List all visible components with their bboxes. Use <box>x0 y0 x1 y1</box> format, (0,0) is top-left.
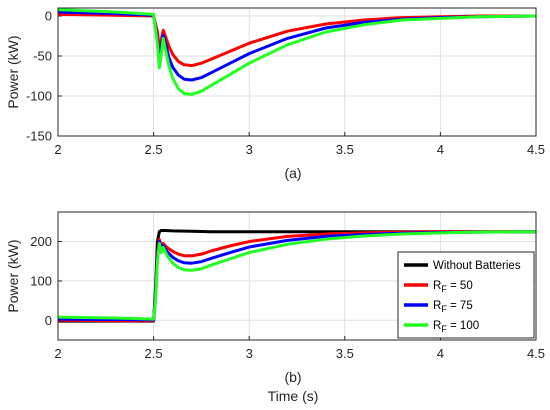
legend-symbol: R <box>433 320 441 332</box>
panel-b-y-tick-label: 0 <box>45 313 52 328</box>
panel-a-series-line-2 <box>58 8 536 96</box>
panel-a-y-tick-label: -150 <box>26 129 52 144</box>
panel-b-x-tick-label: 4.5 <box>527 346 545 361</box>
panel-a-x-tick-label: 2 <box>54 142 61 157</box>
panel-a-x-tick-label: 2.5 <box>145 142 163 157</box>
panel-a-x-tick-label: 4.5 <box>527 142 545 157</box>
panel-b-series-line-3 <box>58 230 536 321</box>
panel-b-legend-label-1: RF = 50 <box>433 280 473 294</box>
panel-b-y-axis-label: Power (kW) <box>5 239 21 312</box>
panel-a-y-tick-label: 0 <box>45 9 52 24</box>
panel-b-x-tick-label: 2.5 <box>145 346 163 361</box>
panel-b-x-tick-label: 4 <box>437 346 444 361</box>
panel-b-legend-label-2: RF = 75 <box>433 300 473 314</box>
legend-value: = 75 <box>447 300 473 312</box>
panel-b-y-tick-label: 100 <box>30 273 52 288</box>
panel-b-caption: (b) <box>284 369 301 385</box>
panel-a-plot-area <box>58 8 536 136</box>
legend-symbol: R <box>433 300 441 312</box>
legend-symbol: R <box>433 280 441 292</box>
legend-subscript: F <box>441 284 447 294</box>
panel-b-x-tick-label: 2 <box>54 346 61 361</box>
panel-a-x-tick-label: 3 <box>246 142 253 157</box>
panel-b-x-axis-label: Time (s) <box>268 388 319 404</box>
panel-b-axes-frame <box>57 211 537 341</box>
legend-text: Without Batteries <box>433 260 521 272</box>
legend-value: = 100 <box>447 320 479 332</box>
panel-b-x-tick-label: 3 <box>246 346 253 361</box>
panel-b-legend-label-3: RF = 100 <box>433 320 479 334</box>
panel-a-chart: 2 2.5 3 3.5 4 4.5 0 -50 -100 -150 Power (kW) (a) <box>5 7 545 181</box>
panel-a-y-tick-label: -50 <box>33 49 52 64</box>
legend-value: = 50 <box>447 280 473 292</box>
panel-a-y-axis-label: Power (kW) <box>5 35 21 108</box>
panel-a-x-tick-label: 4 <box>437 142 444 157</box>
panel-a-caption: (a) <box>284 165 301 181</box>
legend-subscript: F <box>441 304 447 314</box>
panel-a-y-tick-label: -100 <box>26 89 52 104</box>
panel-b-chart: 2 2.5 3 3.5 4 4.5 0 100 200 Power (kW) (b) Time (s)… <box>5 211 545 404</box>
panel-a-axes-frame <box>57 7 537 137</box>
panel-a-x-tick-label: 3.5 <box>336 142 354 157</box>
panel-b-legend-label-0: Without Batteries <box>433 260 521 272</box>
legend-subscript: F <box>441 324 447 334</box>
panel-b-x-tick-label: 3.5 <box>336 346 354 361</box>
panel-b-y-tick-label: 200 <box>30 234 52 249</box>
